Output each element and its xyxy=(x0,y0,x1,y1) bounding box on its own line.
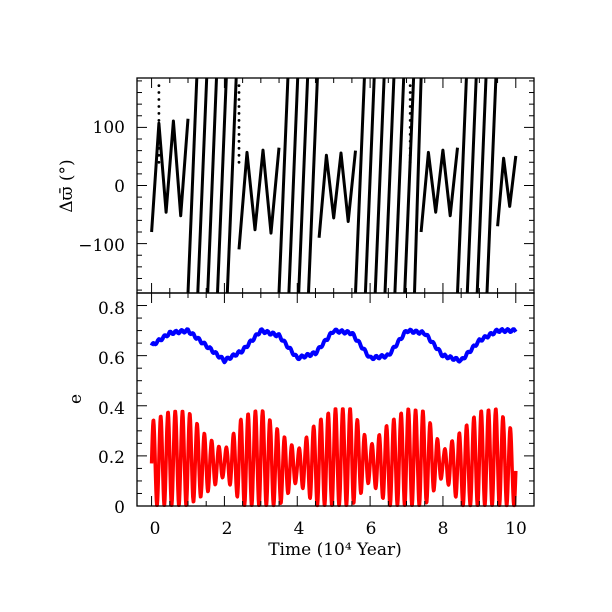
circulation-line xyxy=(186,77,199,294)
circulation-line xyxy=(465,77,478,294)
data-dot xyxy=(408,84,412,87)
circulation-line xyxy=(383,77,396,294)
data-dot xyxy=(157,84,161,87)
circulation-line xyxy=(475,77,488,294)
data-dot xyxy=(408,91,412,94)
circulation-line xyxy=(403,77,416,294)
series-line-red xyxy=(149,407,518,508)
circulation-line xyxy=(363,77,376,294)
data-dot xyxy=(157,112,161,115)
data-dot xyxy=(237,133,241,136)
data-dot xyxy=(237,119,241,122)
libration-line xyxy=(237,147,281,250)
data-dot xyxy=(237,160,241,164)
data-dot xyxy=(157,133,161,136)
circulation-line xyxy=(206,77,218,294)
circulation-line xyxy=(354,77,366,294)
data-dot xyxy=(157,126,161,129)
data-dot xyxy=(237,126,241,129)
bottom-xtick-label: 0 xyxy=(150,519,161,539)
libration-line xyxy=(496,155,518,227)
data-dot xyxy=(157,98,161,101)
data-dot xyxy=(157,91,161,94)
data-dot xyxy=(237,91,241,94)
top-panel: 100 0 −100 Δϖ̄ (°) xyxy=(57,77,535,294)
data-dot xyxy=(237,153,241,157)
data-dot xyxy=(157,146,161,150)
circulation-line xyxy=(277,77,290,294)
data-dot xyxy=(237,105,241,108)
circulation-line xyxy=(307,77,319,294)
data-dot xyxy=(408,160,412,164)
bottom-xtick-label: 2 xyxy=(222,519,233,539)
libration-line xyxy=(150,118,190,233)
circulation-line xyxy=(373,77,386,294)
bottom-ytick-label: 0.6 xyxy=(98,349,125,369)
data-dot xyxy=(157,105,161,108)
bottom-tick-layer xyxy=(137,292,534,507)
data-dot xyxy=(237,112,241,115)
data-dot xyxy=(157,153,161,157)
bottom-xlabel: Time (10⁴ Year) xyxy=(268,540,402,560)
data-dot xyxy=(157,119,161,122)
series-line-blue xyxy=(149,327,518,365)
data-dot xyxy=(237,84,241,87)
bottom-xtick-label: 4 xyxy=(294,519,305,539)
data-dot xyxy=(237,139,241,143)
data-dot xyxy=(408,112,412,115)
libration-line xyxy=(317,150,357,238)
bottom-xtick-label: 6 xyxy=(366,519,377,539)
bottom-ytick-label: 0 xyxy=(114,498,125,518)
data-dot xyxy=(408,146,412,150)
data-dot xyxy=(408,98,412,101)
data-dot xyxy=(408,153,412,157)
data-dot xyxy=(237,98,241,101)
circulation-line xyxy=(225,77,238,294)
circulation-line xyxy=(456,77,468,294)
top-ytick-label: 100 xyxy=(93,118,125,138)
top-ytick-label: 0 xyxy=(114,177,125,197)
bottom-plot-frame xyxy=(136,292,535,507)
top-ytick-label: −100 xyxy=(78,236,125,256)
circulation-line xyxy=(413,77,423,294)
top-ylabel: Δϖ̄ (°) xyxy=(57,159,77,212)
data-dot xyxy=(408,119,412,122)
data-dot xyxy=(408,139,412,143)
libration-line xyxy=(419,147,459,233)
top-series-layer xyxy=(150,77,518,294)
bottom-ytick-label: 0.4 xyxy=(98,399,125,419)
circulation-line xyxy=(393,77,406,294)
bottom-xtick-label: 8 xyxy=(438,519,449,539)
data-dot xyxy=(408,133,412,136)
circulation-line xyxy=(216,77,228,294)
circulation-line xyxy=(297,77,310,294)
bottom-ytick-label: 0.2 xyxy=(98,448,125,468)
data-dot xyxy=(408,126,412,129)
data-dot xyxy=(157,160,161,164)
circulation-line xyxy=(196,77,209,294)
data-dot xyxy=(237,146,241,150)
bottom-series-layer xyxy=(149,327,518,508)
bottom-panel: 0 0.2 0.4 0.6 0.8 e 0 2 4 6 8 10 Time (1… xyxy=(66,292,535,560)
bottom-xtick-label: 10 xyxy=(505,519,527,539)
top-tick-layer xyxy=(137,78,534,293)
bottom-ytick-label: 0.8 xyxy=(98,299,125,319)
circulation-line xyxy=(485,77,498,294)
data-dot xyxy=(408,105,412,108)
circulation-line xyxy=(287,77,300,294)
data-dot xyxy=(157,139,161,143)
bottom-ylabel: e xyxy=(66,394,86,404)
